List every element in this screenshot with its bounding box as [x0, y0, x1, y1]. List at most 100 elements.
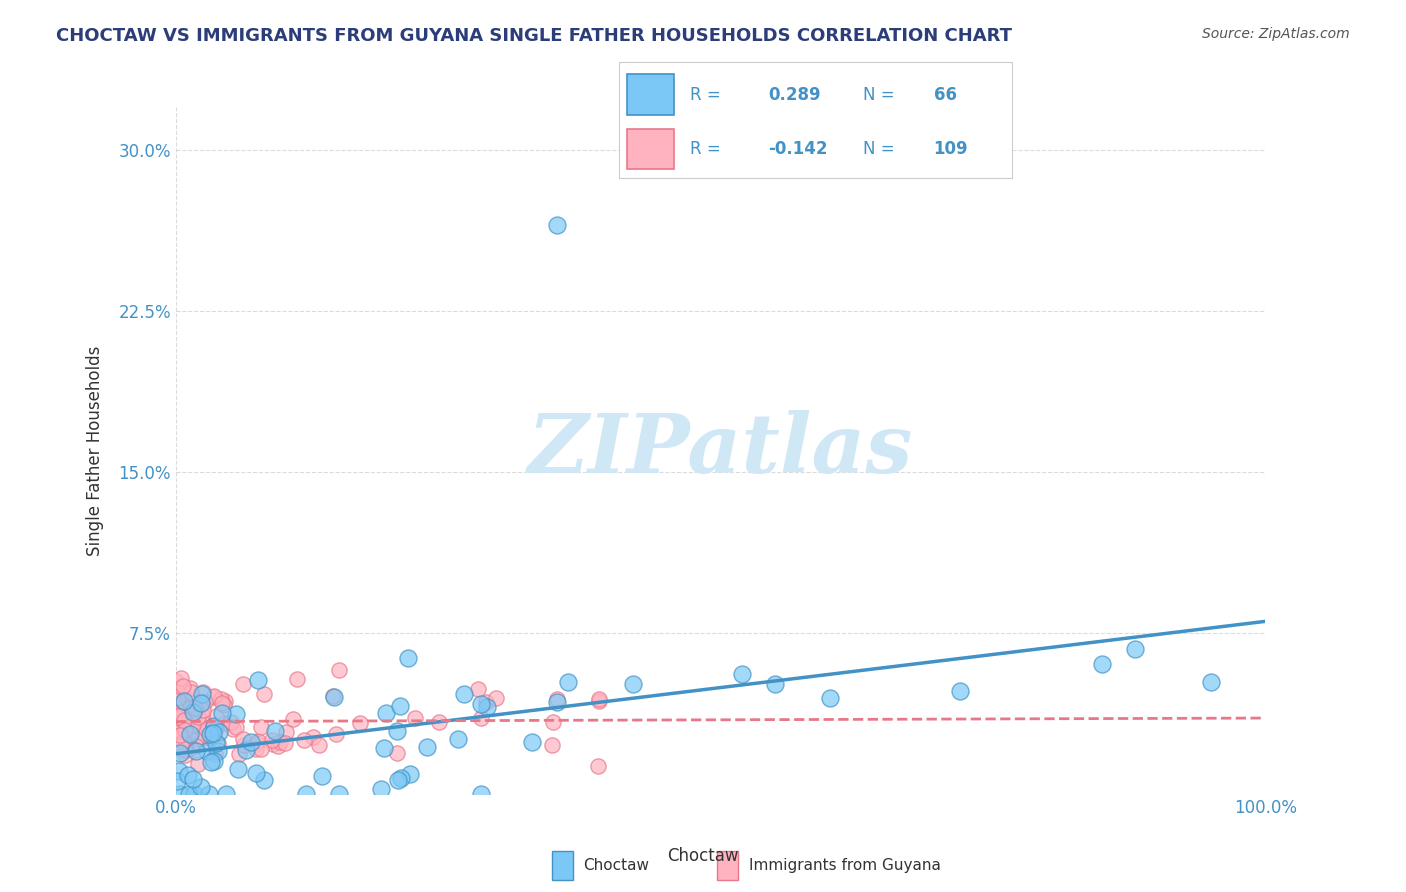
Point: [235, 743, 257, 757]
Point: [202, 690, 225, 704]
Point: [197, 787, 219, 801]
Point: [557, 675, 579, 690]
Point: [174, 748, 197, 763]
Point: [166, 681, 188, 696]
Point: [166, 708, 188, 723]
Point: [166, 698, 188, 712]
Point: [262, 737, 284, 751]
Point: [174, 739, 197, 754]
Point: [202, 719, 225, 733]
Point: [195, 744, 218, 758]
Text: Choctaw: Choctaw: [668, 847, 738, 865]
Point: [214, 694, 236, 708]
Point: [167, 690, 190, 705]
Point: [201, 719, 224, 733]
Point: [225, 706, 247, 721]
Point: [169, 764, 191, 778]
Point: [246, 734, 269, 748]
Point: [172, 734, 194, 748]
Text: ZIPatlas: ZIPatlas: [527, 410, 914, 491]
Point: [176, 711, 198, 725]
Point: [173, 743, 195, 757]
Point: [173, 722, 195, 736]
Point: [167, 707, 190, 722]
Text: R =: R =: [689, 140, 720, 159]
Point: [253, 687, 276, 701]
Point: [250, 741, 273, 756]
Text: 109: 109: [934, 140, 969, 159]
Point: [212, 698, 235, 713]
Point: [322, 690, 344, 704]
Point: [190, 696, 212, 710]
Point: [232, 732, 254, 747]
Point: [211, 696, 233, 710]
Point: [191, 703, 214, 717]
Point: [173, 739, 195, 753]
Point: [169, 746, 191, 760]
Point: [207, 736, 229, 750]
Point: [370, 782, 392, 797]
Point: [349, 715, 371, 730]
Point: [264, 724, 287, 739]
Point: [387, 723, 409, 738]
Point: [207, 744, 229, 758]
Point: [240, 735, 263, 749]
Point: [205, 709, 228, 723]
Point: [453, 687, 475, 701]
Point: [173, 723, 195, 737]
Point: [405, 711, 427, 725]
Point: [205, 736, 228, 750]
Point: [546, 218, 568, 232]
Point: [195, 722, 218, 736]
Point: [416, 740, 439, 755]
Point: [200, 755, 222, 769]
FancyBboxPatch shape: [551, 851, 574, 880]
Point: [169, 787, 191, 801]
FancyBboxPatch shape: [627, 128, 673, 169]
Point: [170, 680, 193, 694]
Point: [427, 715, 450, 730]
Point: [260, 732, 283, 747]
Point: [186, 744, 208, 758]
Text: CHOCTAW VS IMMIGRANTS FROM GUYANA SINGLE FATHER HOUSEHOLDS CORRELATION CHART: CHOCTAW VS IMMIGRANTS FROM GUYANA SINGLE…: [56, 27, 1012, 45]
Point: [198, 727, 221, 741]
Point: [183, 772, 205, 786]
Point: [292, 732, 315, 747]
Point: [214, 716, 236, 731]
Point: [546, 695, 568, 709]
Point: [174, 701, 197, 715]
Point: [247, 673, 270, 687]
Point: [173, 713, 195, 727]
Point: [173, 694, 195, 708]
Point: [187, 709, 209, 723]
Point: [179, 727, 201, 741]
Point: [200, 725, 222, 739]
Point: [194, 695, 217, 709]
Point: [167, 724, 190, 739]
Point: [1123, 642, 1146, 657]
Point: [198, 731, 221, 745]
Point: [546, 692, 568, 706]
Point: [731, 667, 754, 681]
Point: [191, 687, 214, 701]
Text: -0.142: -0.142: [768, 140, 828, 159]
Text: 66: 66: [934, 86, 956, 103]
Point: [328, 787, 350, 801]
Point: [176, 692, 198, 706]
Point: [167, 711, 190, 725]
Point: [470, 711, 492, 725]
Point: [169, 728, 191, 742]
Point: [165, 674, 187, 689]
Point: [177, 727, 200, 741]
Point: [285, 673, 308, 687]
Point: [586, 759, 609, 773]
Point: [588, 691, 610, 706]
Point: [295, 787, 318, 801]
Text: Immigrants from Guyana: Immigrants from Guyana: [748, 858, 941, 872]
Point: [169, 738, 191, 752]
Point: [197, 730, 219, 744]
Point: [188, 731, 211, 746]
Text: N =: N =: [863, 86, 894, 103]
Point: [195, 716, 218, 731]
Point: [763, 676, 786, 690]
